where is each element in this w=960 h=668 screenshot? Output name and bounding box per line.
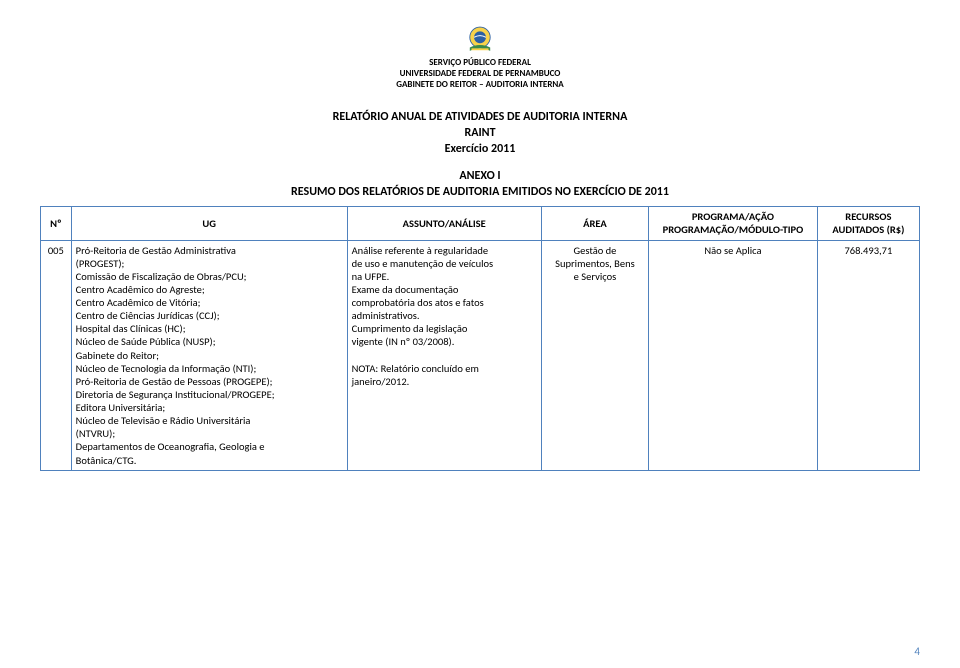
header-line-2: UNIVERSIDADE FEDERAL DE PERNAMBUCO [40,69,920,80]
ug-line: Centro Acadêmico do Agreste; [76,283,343,296]
ug-line: Núcleo de Televisão e Rádio Universitári… [76,414,343,427]
national-emblem-icon [463,22,497,56]
table-header: Nº UG ASSUNTO/ANÁLISE ÁREA PROGRAMA/AÇÃO… [41,207,920,240]
ug-line: Departamentos de Oceanografia, Geologia … [76,440,343,453]
assunto-line: Análise referente à regularidade [352,244,537,257]
col-header-programa-l1: PROGRAMA/AÇÃO [653,210,813,223]
assunto-line: Cumprimento da legislação [352,322,537,335]
ug-line: Botânica/CTG. [76,454,343,467]
ug-line: Gabinete do Reitor; [76,349,343,362]
assunto-line: Exame da documentação [352,283,537,296]
cell-area: Gestão deSuprimentos, Bense Serviços [541,240,648,470]
ug-line: Comissão de Fiscalização de Obras/PCU; [76,270,343,283]
ug-line: Hospital das Clínicas (HC); [76,322,343,335]
col-header-recursos-l2: AUDITADOS (R$) [822,223,915,236]
area-line: Suprimentos, Bens [546,257,644,270]
col-header-recursos: RECURSOS AUDITADOS (R$) [817,207,919,240]
col-header-assunto: ASSUNTO/ANÁLISE [347,207,541,240]
cell-ug: Pró-Reitoria de Gestão Administrativa(PR… [71,240,347,470]
annex-line-1: ANEXO I [40,169,920,185]
title-line-3: Exercício 2011 [40,142,920,158]
assunto-line: comprobatória dos atos e fatos [352,296,537,309]
document-title: RELATÓRIO ANUAL DE ATIVIDADES DE AUDITOR… [40,110,920,157]
table-row: 005 Pró-Reitoria de Gestão Administrativ… [41,240,920,470]
ug-line: (PROGEST); [76,257,343,270]
assunto-line: NOTA: Relatório concluído em [352,362,537,375]
col-header-programa: PROGRAMA/AÇÃO PROGRAMAÇÃO/MÓDULO-TIPO [649,207,818,240]
ug-line: Núcleo de Tecnologia da Informação (NTI)… [76,362,343,375]
assunto-line: administrativos. [352,309,537,322]
col-header-programa-l2: PROGRAMAÇÃO/MÓDULO-TIPO [653,223,813,236]
assunto-line: na UFPE. [352,270,537,283]
cell-num: 005 [41,240,72,470]
ug-line: Centro de Ciências Jurídicas (CCJ); [76,309,343,322]
assunto-line: janeiro/2012. [352,375,537,388]
area-line: Gestão de [546,244,644,257]
ug-line: Diretoria de Segurança Institucional/PRO… [76,388,343,401]
title-line-1: RELATÓRIO ANUAL DE ATIVIDADES DE AUDITOR… [40,110,920,126]
letterhead: SERVIÇO PÚBLICO FEDERAL UNIVERSIDADE FED… [40,22,920,90]
ug-line: Editora Universitária; [76,401,343,414]
ug-line: Pró-Reitoria de Gestão Administrativa [76,244,343,257]
title-line-2: RAINT [40,126,920,142]
ug-line: Centro Acadêmico de Vitória; [76,296,343,309]
annex-line-2: RESUMO DOS RELATÓRIOS DE AUDITORIA EMITI… [40,185,920,201]
col-header-area: ÁREA [541,207,648,240]
report-table: Nº UG ASSUNTO/ANÁLISE ÁREA PROGRAMA/AÇÃO… [40,206,920,470]
assunto-line: de uso e manutenção de veículos [352,257,537,270]
header-line-3: GABINETE DO REITOR – AUDITORIA INTERNA [40,80,920,91]
col-header-recursos-l1: RECURSOS [822,210,915,223]
assunto-line: vigente (IN nº 03/2008). [352,335,537,348]
cell-programa: Não se Aplica [649,240,818,470]
cell-assunto: Análise referente à regularidadede uso e… [347,240,541,470]
col-header-num: Nº [41,207,72,240]
ug-line: (NTVRU); [76,427,343,440]
ug-line: Pró-Reitoria de Gestão de Pessoas (PROGE… [76,375,343,388]
area-line: e Serviços [546,270,644,283]
col-header-ug: UG [71,207,347,240]
page-number: 4 [914,645,920,658]
ug-line: Núcleo de Saúde Pública (NUSP); [76,335,343,348]
page-body: SERVIÇO PÚBLICO FEDERAL UNIVERSIDADE FED… [0,0,960,471]
cell-recursos: 768.493,71 [817,240,919,470]
assunto-line [352,349,537,362]
annex-heading: ANEXO I RESUMO DOS RELATÓRIOS DE AUDITOR… [40,169,920,200]
